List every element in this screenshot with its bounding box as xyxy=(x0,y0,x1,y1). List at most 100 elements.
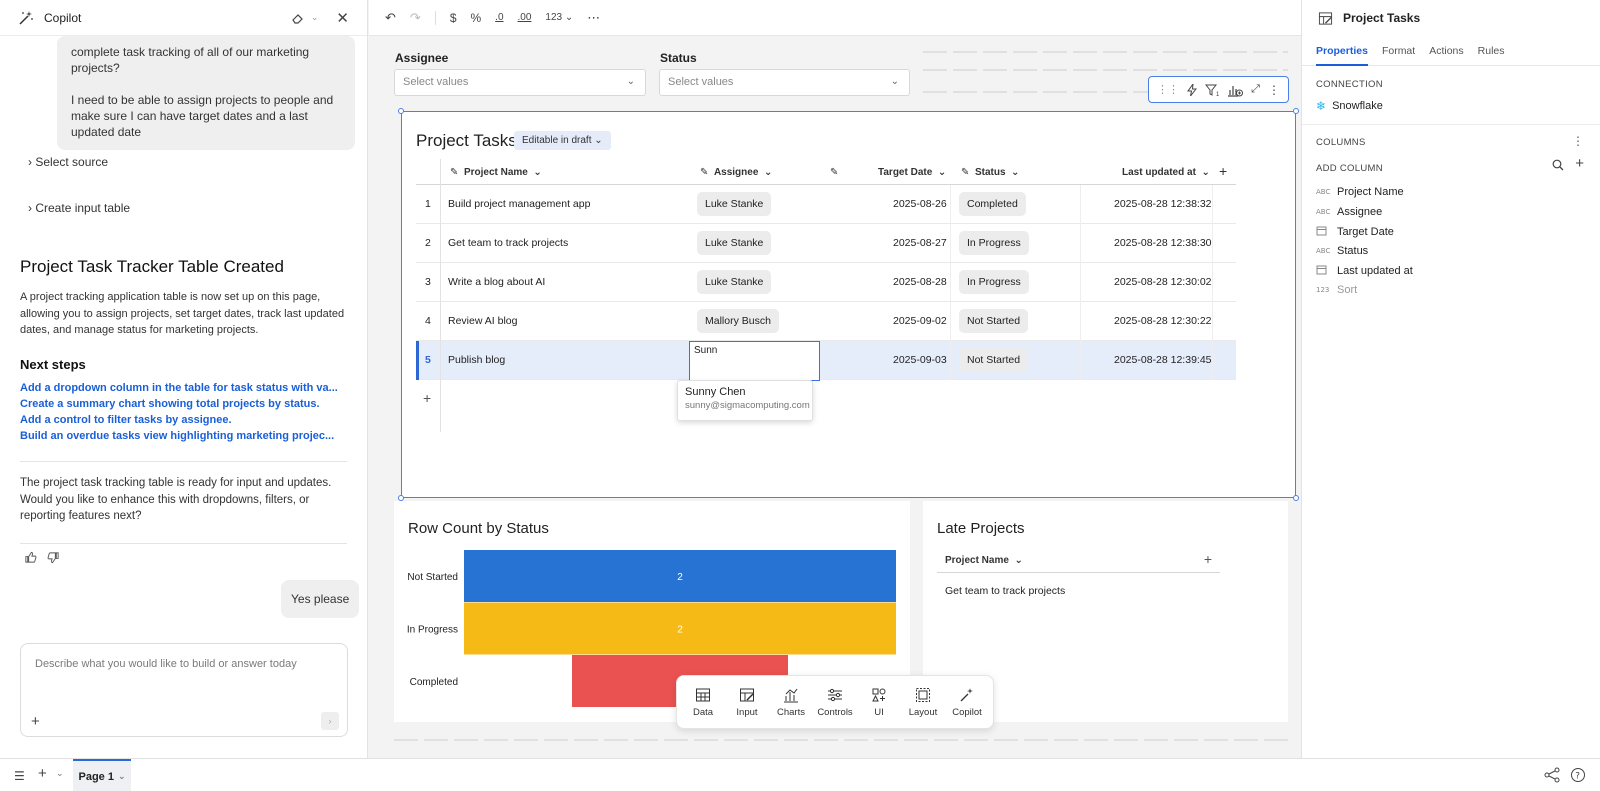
tab-actions[interactable]: Actions xyxy=(1429,45,1464,57)
add-layout-button[interactable]: Layout xyxy=(903,687,943,718)
add-row-icon[interactable]: + xyxy=(423,390,432,406)
project-name-cell[interactable]: Review AI blog xyxy=(448,315,518,327)
chevron-down-icon[interactable]: ⌄ xyxy=(310,12,319,22)
table-row-selected[interactable]: 5 Publish blog Sunn 2025-09-03 Not Start… xyxy=(416,341,1236,381)
filter-icon[interactable]: 1 xyxy=(1205,84,1219,96)
column-item-sort[interactable]: 123 Sort xyxy=(1316,284,1357,296)
bar-in-progress[interactable] xyxy=(464,602,896,655)
percent-format-icon[interactable]: % xyxy=(470,10,482,25)
resize-handle[interactable] xyxy=(398,495,404,501)
expand-icon[interactable]: ⤢ xyxy=(1251,83,1260,95)
column-item-target-date[interactable]: Target Date xyxy=(1316,225,1394,238)
search-icon[interactable] xyxy=(1552,159,1564,174)
redo-icon[interactable]: ↷ xyxy=(409,9,421,25)
connection-value[interactable]: ❄ Snowflake xyxy=(1316,99,1383,113)
thumbs-down-icon[interactable] xyxy=(47,551,60,564)
editable-in-draft-badge[interactable]: Editable in draft ⌄ xyxy=(514,131,611,150)
status-cell[interactable]: In Progress xyxy=(959,231,1029,255)
table-row[interactable]: 3 Write a blog about AI Luke Stanke 2025… xyxy=(416,263,1236,302)
column-header-status[interactable]: ✎ Status ⌄ xyxy=(961,167,1020,178)
target-date-cell[interactable]: 2025-08-27 xyxy=(893,237,947,249)
add-column-icon[interactable]: + xyxy=(1575,155,1584,172)
workbook-canvas[interactable]: Assignee Select values ⌄ Status Select v… xyxy=(377,36,1328,758)
column-header-project-name[interactable]: ✎ Project Name ⌄ xyxy=(450,167,542,178)
tab-format[interactable]: Format xyxy=(1381,45,1416,57)
add-column-label[interactable]: ADD COLUMN xyxy=(1316,163,1383,174)
select-source-step[interactable]: › Select source xyxy=(28,155,109,169)
add-attachment-icon[interactable]: + xyxy=(31,713,40,730)
assignee-control-select[interactable]: Select values ⌄ xyxy=(394,69,646,96)
project-name-cell[interactable]: Write a blog about AI xyxy=(448,276,546,288)
assignee-suggestion-option[interactable]: Sunny Chen sunny@sigmacomputing.com xyxy=(677,380,813,421)
late-project-row[interactable]: Get team to track projects xyxy=(945,585,1066,597)
table-row[interactable]: 2 Get team to track projects Luke Stanke… xyxy=(416,224,1236,263)
assignee-cell[interactable]: Luke Stanke xyxy=(697,192,772,216)
add-page-icon[interactable]: + xyxy=(38,765,47,782)
project-name-cell[interactable]: Get team to track projects xyxy=(448,237,569,249)
send-icon[interactable]: › xyxy=(321,712,339,730)
column-header-assignee[interactable]: ✎ Assignee ⌄ xyxy=(700,167,773,178)
column-header-last-updated[interactable]: Last updated at ⌄ xyxy=(1122,167,1210,178)
status-control-select[interactable]: Select values ⌄ xyxy=(659,69,910,96)
chevron-down-icon[interactable]: ⌄ xyxy=(56,768,64,778)
more-options-icon[interactable]: ⋮ xyxy=(1572,134,1584,148)
status-cell[interactable]: Not Started xyxy=(959,348,1029,372)
target-date-cell[interactable]: 2025-08-26 xyxy=(893,198,947,210)
copilot-conversation[interactable]: complete task tracking of all of our mar… xyxy=(0,36,367,636)
column-item-status[interactable]: ABC Status xyxy=(1316,245,1368,257)
thumbs-up-icon[interactable] xyxy=(24,551,37,564)
resize-handle[interactable] xyxy=(398,108,404,114)
project-name-cell[interactable]: Build project management app xyxy=(448,198,591,210)
add-copilot-button[interactable]: Copilot xyxy=(947,687,987,718)
next-step-link[interactable]: Build an overdue tasks view highlighting… xyxy=(20,430,335,442)
add-chart-icon[interactable] xyxy=(1227,83,1244,97)
next-step-link[interactable]: Add a dropdown column in the table for t… xyxy=(20,382,338,394)
add-charts-button[interactable]: Charts xyxy=(771,687,811,718)
column-header-project-name[interactable]: Project Name ⌄ xyxy=(945,555,1023,566)
add-controls-button[interactable]: Controls xyxy=(815,687,855,718)
input-table-grid[interactable]: ✎ Project Name ⌄ ✎ Assignee ⌄ ✎ Target D… xyxy=(416,159,1236,432)
status-cell[interactable]: Completed xyxy=(959,192,1026,216)
lineage-icon[interactable] xyxy=(1544,767,1560,786)
tab-rules[interactable]: Rules xyxy=(1477,45,1505,57)
add-input-button[interactable]: Input xyxy=(727,687,767,718)
add-column-icon[interactable]: + xyxy=(1203,551,1212,567)
bar-not-started[interactable] xyxy=(464,550,896,602)
decrease-decimal-icon[interactable]: .0 xyxy=(495,12,504,23)
help-icon[interactable]: ? xyxy=(1570,767,1586,786)
number-format-dropdown[interactable]: 123 ⌄ xyxy=(545,12,574,23)
undo-icon[interactable]: ↶ xyxy=(385,9,396,25)
currency-format-icon[interactable]: $ xyxy=(449,10,457,25)
page-tab[interactable]: Page 1 ⌄ xyxy=(73,759,131,791)
add-ui-button[interactable]: UI xyxy=(859,687,899,718)
increase-decimal-icon[interactable]: .00 xyxy=(517,12,532,23)
column-item-last-updated[interactable]: Last updated at xyxy=(1316,264,1413,277)
more-options-icon[interactable]: ⋮ xyxy=(1267,82,1280,97)
target-date-cell[interactable]: 2025-09-02 xyxy=(893,315,947,327)
target-date-cell[interactable]: 2025-08-28 xyxy=(893,276,947,288)
page-list-icon[interactable]: ☰ xyxy=(14,769,25,783)
assignee-cell[interactable]: Luke Stanke xyxy=(697,270,772,294)
add-column-icon[interactable]: + xyxy=(1219,163,1228,179)
drag-handle-icon[interactable]: ⋮⋮ xyxy=(1157,84,1180,96)
assignee-cell[interactable]: Luke Stanke xyxy=(697,231,772,255)
next-step-link[interactable]: Create a summary chart showing total pro… xyxy=(20,398,320,410)
table-row[interactable]: 1 Build project management app Luke Stan… xyxy=(416,185,1236,224)
row-count-by-status-chart[interactable]: Row Count by Status Not Started 2 In Progr… xyxy=(394,501,910,722)
assignee-edit-input[interactable]: Sunn xyxy=(689,341,820,381)
column-header-target-date[interactable]: Target Date ⌄ xyxy=(878,167,947,178)
project-name-cell[interactable]: Publish blog xyxy=(448,354,506,366)
resize-handle[interactable] xyxy=(1293,108,1299,114)
column-item-project-name[interactable]: ABC Project Name xyxy=(1316,186,1404,198)
status-cell[interactable]: In Progress xyxy=(959,270,1029,294)
copilot-prompt-input[interactable]: Describe what you would like to build or… xyxy=(20,643,348,737)
table-row[interactable]: 4 Review AI blog Mallory Busch 2025-09-0… xyxy=(416,302,1236,341)
more-options-icon[interactable]: ⋯ xyxy=(587,9,601,25)
next-step-link[interactable]: Add a control to filter tasks by assigne… xyxy=(20,414,232,426)
tab-properties[interactable]: Properties xyxy=(1316,36,1368,66)
close-icon[interactable]: ✕ xyxy=(336,9,349,27)
pencil-icon[interactable]: ✎ xyxy=(830,167,839,178)
assignee-cell[interactable]: Mallory Busch xyxy=(697,309,779,333)
status-cell[interactable]: Not Started xyxy=(959,309,1029,333)
add-data-button[interactable]: Data xyxy=(683,687,723,718)
